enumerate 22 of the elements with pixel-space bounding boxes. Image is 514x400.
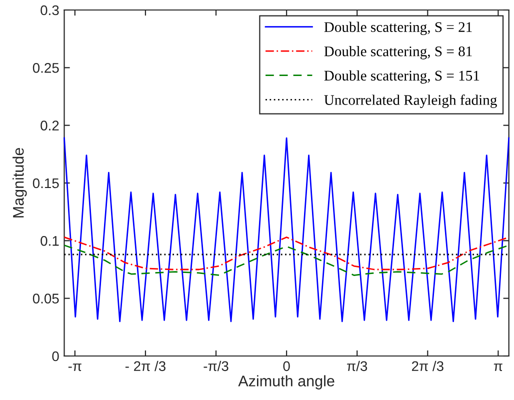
y-tick-label: 0 — [52, 351, 59, 362]
legend-label: Double scattering, S = 81 — [324, 46, 472, 60]
y-tick-label: 0.05 — [32, 294, 59, 304]
legend-label: Double scattering, S = 21 — [324, 22, 472, 36]
y-tick-label: 0.15 — [32, 178, 59, 188]
x-tick-label: 2π /3 — [412, 360, 444, 372]
y-tick-label: 0.2 — [40, 120, 59, 131]
x-tick-label: - 2π /3 — [125, 360, 166, 372]
x-axis-title: Azimuth angle — [238, 375, 334, 390]
x-tick-label: π/3 — [347, 360, 368, 372]
y-tick-label: 0.25 — [32, 63, 59, 73]
y-tick-label: 0.1 — [40, 236, 59, 246]
x-tick-label: 0 — [283, 361, 290, 372]
legend-label: Uncorrelated Rayleigh fading — [324, 94, 497, 108]
line-series — [64, 236, 510, 270]
x-tick-label: -π — [68, 364, 82, 372]
x-tick-label: -π/3 — [204, 360, 228, 372]
legend-label: Double scattering, S = 151 — [324, 70, 480, 84]
y-axis-title: Magnitude — [12, 148, 27, 218]
y-tick-label: 0.3 — [40, 5, 59, 16]
x-tick-label: π — [494, 364, 502, 372]
line-series — [64, 137, 510, 322]
